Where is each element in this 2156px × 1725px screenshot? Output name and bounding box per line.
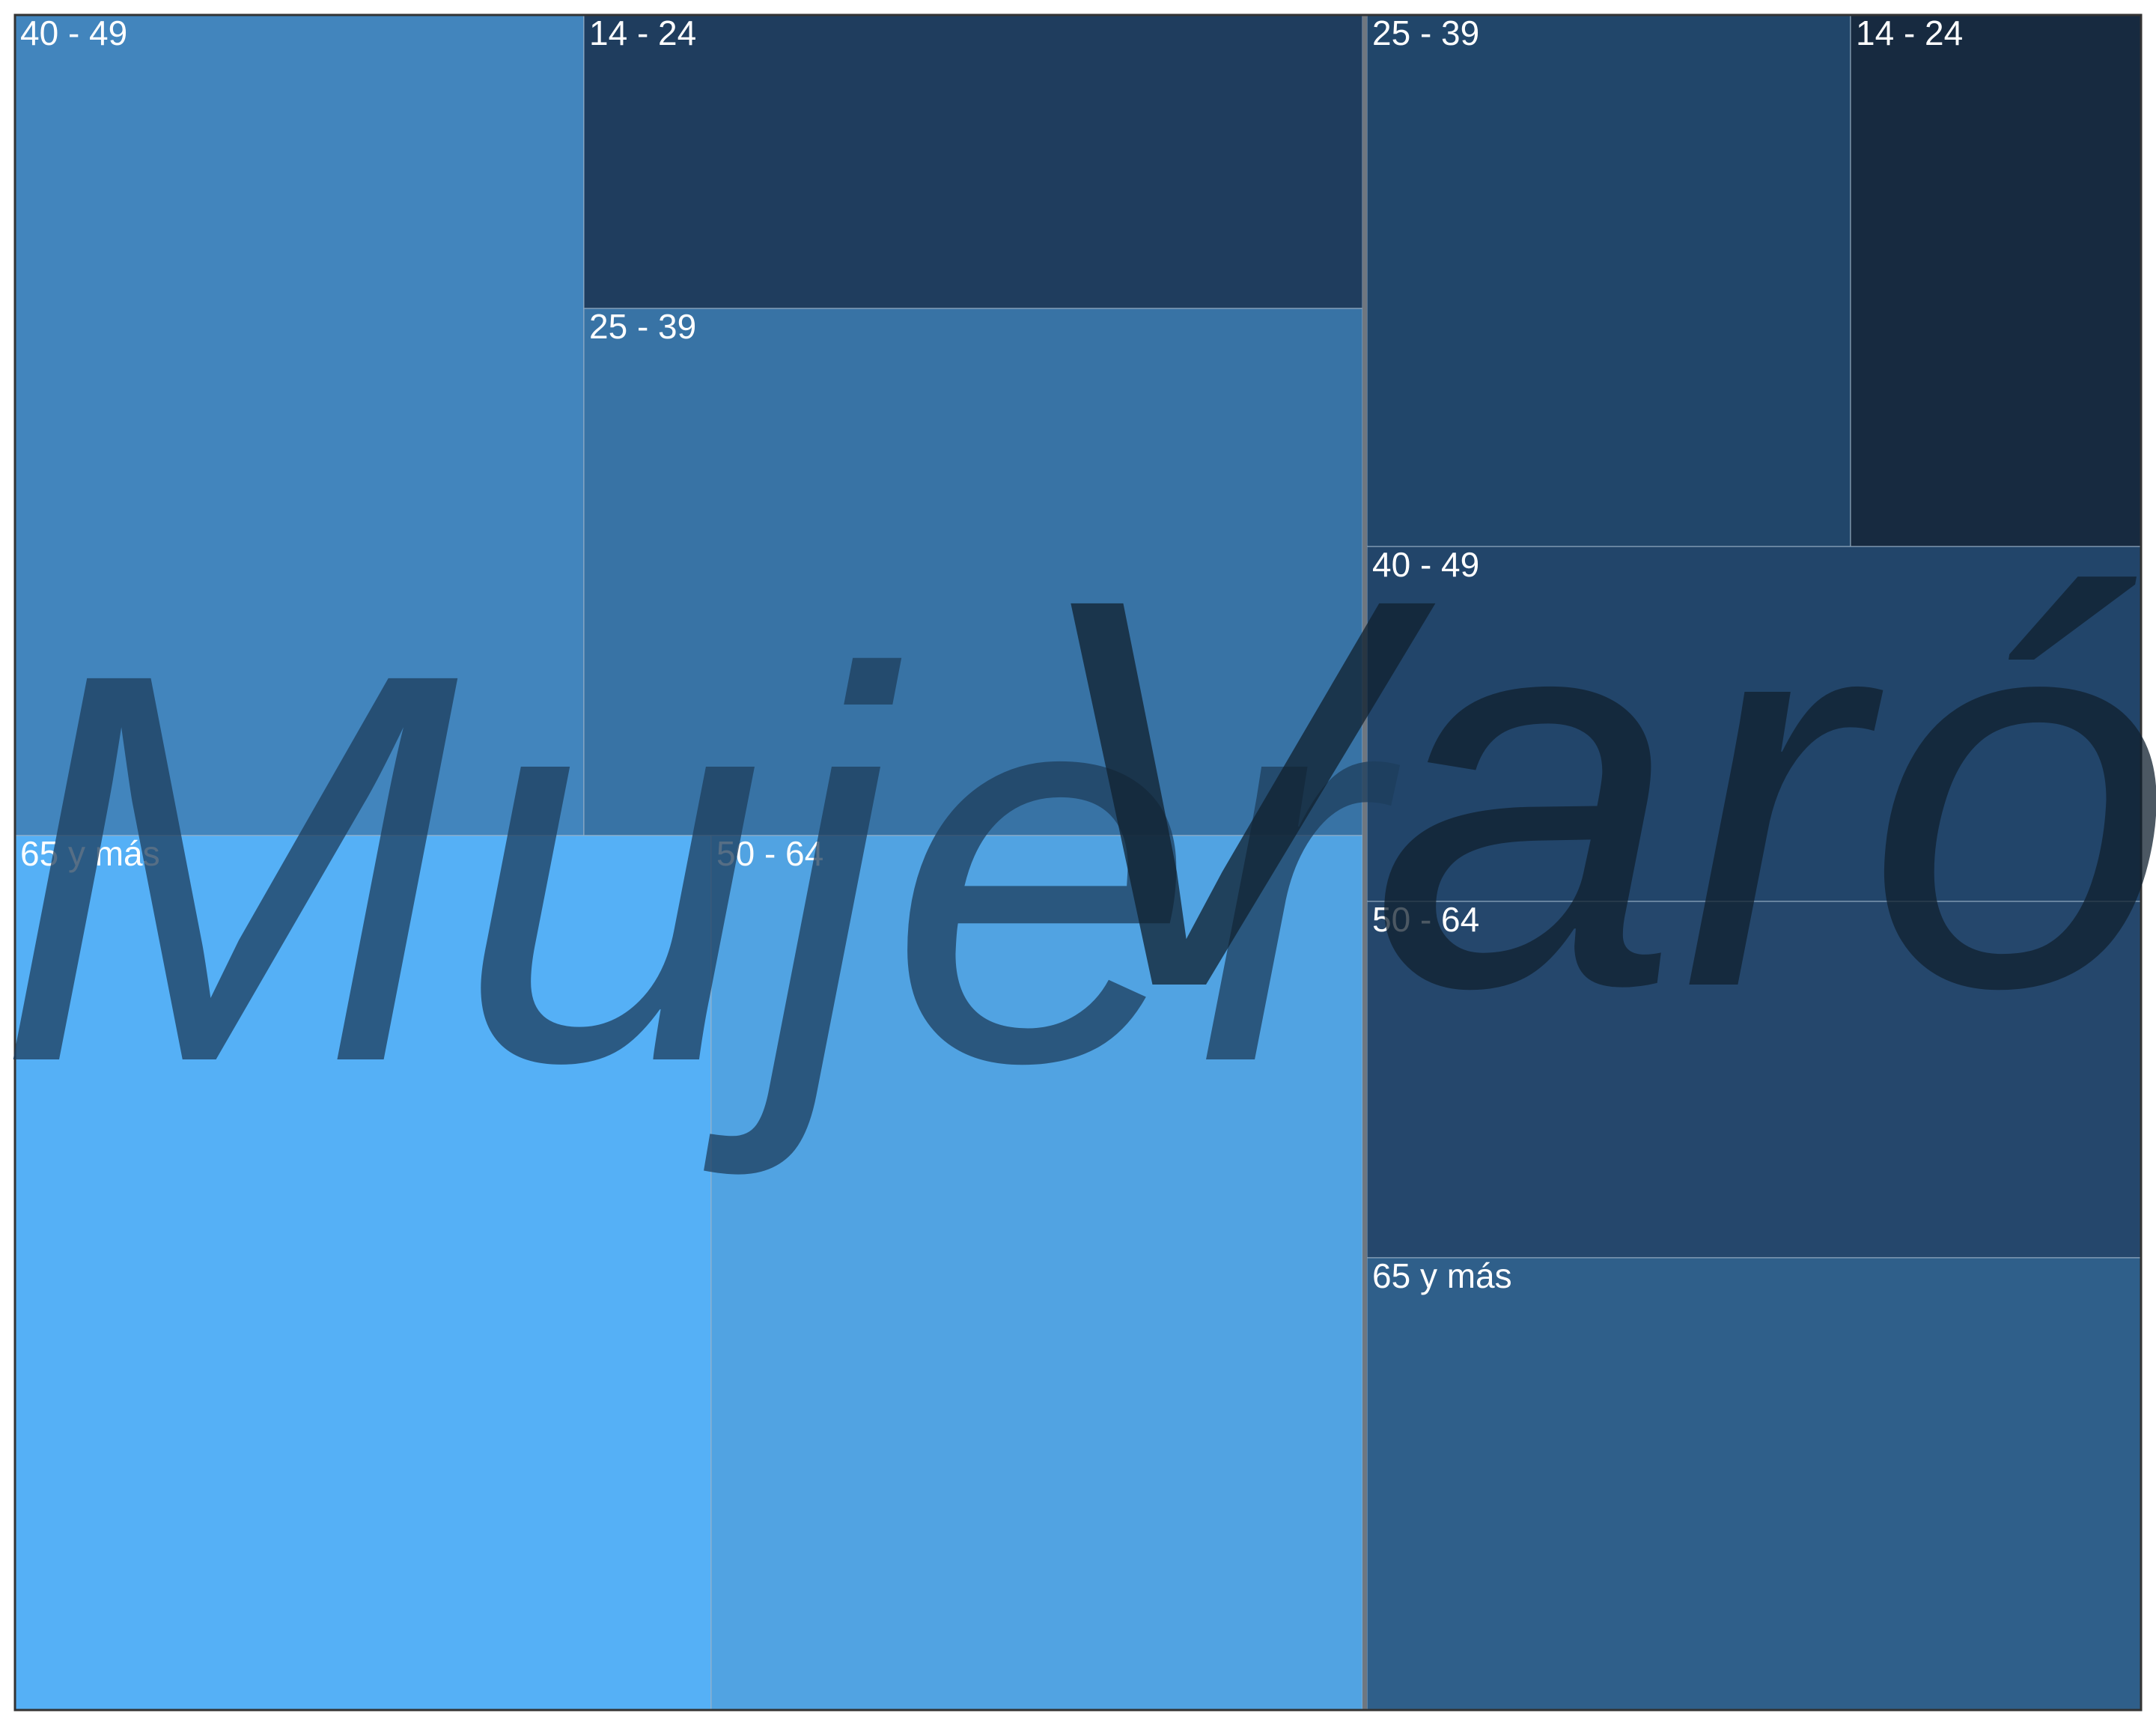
treemap-cell-label-varon-50-64: 50 - 64 [1372,900,1479,939]
treemap-cell-labels: 40 - 49 14 - 24 25 - 39 65 y más 50 - 64 25 -… [20,13,1963,1295]
treemap-group-labels: Mujer Varón [0,483,2156,1181]
treemap-cell-mujer-40-49[interactable] [14,14,585,836]
group-label-varon: Varón [1023,483,2156,1102]
treemap-cell-mujer-65-y-mas[interactable] [14,835,712,1711]
treemap-cell-label-varon-25-39: 25 - 39 [1372,13,1479,52]
treemap-cell-varon-14-24[interactable] [1850,14,2142,547]
treemap-cell-mujer-50-64[interactable] [710,835,1363,1711]
treemap-cell-mujer-25-39[interactable] [583,308,1363,836]
group-divider [1362,15,1367,1710]
plot-border [13,13,2143,1712]
treemap-cell-label-mujer-65-y-mas: 65 y más [20,834,160,873]
treemap-cells [14,14,2142,1711]
treemap-cell-varon-25-39[interactable] [1366,14,1851,547]
treemap-cell-label-mujer-40-49: 40 - 49 [20,13,127,52]
treemap-cell-mujer-14-24[interactable] [583,14,1363,309]
group-label-mujer: Mujer [0,558,1404,1181]
treemap-cell-varon-65-y-mas[interactable] [1366,1257,2142,1711]
treemap-cell-label-varon-14-24: 14 - 24 [1856,13,1963,52]
treemap-cell-label-varon-65-y-mas: 65 y más [1372,1256,1512,1295]
treemap-cell-label-mujer-25-39: 25 - 39 [589,307,696,346]
treemap-cell-label-mujer-14-24: 14 - 24 [589,13,696,52]
treemap-cell-varon-40-49[interactable] [1366,546,2142,902]
treemap-cell-label-varon-40-49: 40 - 49 [1372,545,1479,584]
treemap-cell-label-mujer-50-64: 50 - 64 [716,834,823,873]
